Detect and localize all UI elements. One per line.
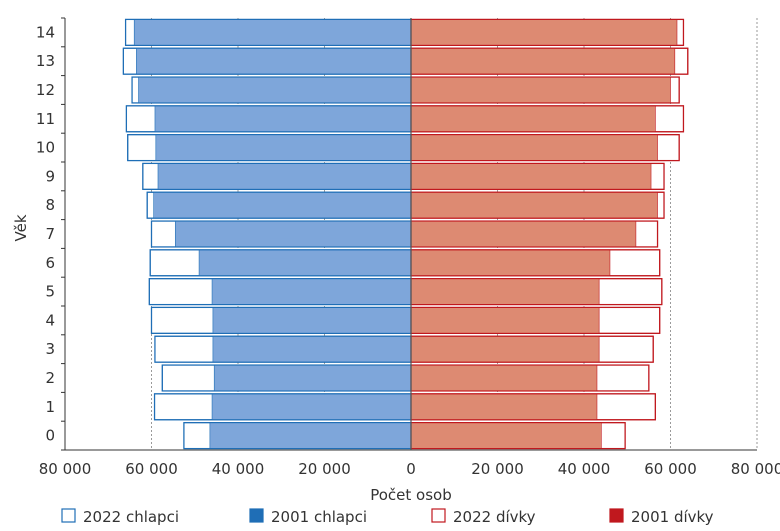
bar-2001-dívky-age-10 bbox=[410, 134, 658, 161]
x-tick-label: 60 000 bbox=[644, 460, 697, 478]
y-tick-label: 6 bbox=[45, 254, 55, 272]
x-tick-label: 20 000 bbox=[298, 460, 351, 478]
bar-2001-dívky-age-13 bbox=[410, 47, 676, 75]
bar-2001-dívky-age-9 bbox=[410, 163, 652, 190]
bar-2001-dívky-age-14 bbox=[410, 19, 678, 46]
bar-2001-dívky-age-3 bbox=[410, 335, 600, 363]
bar-2001-dívky-age-2 bbox=[410, 364, 598, 392]
y-tick-label: 11 bbox=[36, 110, 55, 128]
y-tick-label: 12 bbox=[36, 81, 55, 99]
y-tick-label: 4 bbox=[45, 311, 55, 329]
x-tick-label: 80 000 bbox=[39, 460, 92, 478]
x-axis-title: Počet osob bbox=[370, 486, 452, 504]
bar-2001-chlapci-age-2 bbox=[213, 364, 412, 392]
legend: 2022 chlapci 2001 chlapci 2022 dívky 2001 d… bbox=[61, 508, 714, 526]
bar-2001-chlapci-age-7 bbox=[174, 220, 412, 248]
legend-label: 2022 chlapci bbox=[83, 508, 179, 526]
legend-swatch bbox=[431, 508, 446, 523]
bar-2001-chlapci-age-3 bbox=[212, 335, 412, 363]
y-tick-label: 10 bbox=[36, 139, 55, 157]
legend-swatch bbox=[609, 508, 624, 523]
bar-2001-chlapci-age-0 bbox=[209, 422, 412, 449]
legend-swatch bbox=[61, 508, 76, 523]
bars bbox=[122, 18, 689, 450]
y-tick-label: 7 bbox=[45, 225, 55, 243]
x-tick-label: 20 000 bbox=[471, 460, 524, 478]
x-tick-label: 0 bbox=[406, 460, 416, 478]
bar-2001-dívky-age-8 bbox=[410, 191, 658, 219]
y-tick-label: 2 bbox=[45, 369, 55, 387]
y-tick-label: 1 bbox=[45, 398, 55, 416]
legend-label: 2022 dívky bbox=[453, 508, 536, 526]
y-tick-label: 0 bbox=[45, 427, 55, 445]
legend-label: 2001 chlapci bbox=[271, 508, 367, 526]
y-tick-label: 13 bbox=[36, 52, 55, 70]
y-axis-title: Věk bbox=[12, 214, 30, 241]
bar-2001-chlapci-age-13 bbox=[136, 47, 412, 75]
bar-2001-chlapci-age-11 bbox=[154, 105, 412, 133]
bar-2001-chlapci-age-6 bbox=[198, 249, 412, 277]
bar-2001-dívky-age-6 bbox=[410, 249, 611, 277]
bar-2001-chlapci-age-9 bbox=[157, 163, 412, 190]
x-tick-label: 40 000 bbox=[558, 460, 611, 478]
bar-2001-chlapci-age-4 bbox=[212, 307, 412, 334]
bar-2001-chlapci-age-14 bbox=[133, 19, 412, 46]
x-tick-label: 60 000 bbox=[125, 460, 178, 478]
bar-2001-chlapci-age-10 bbox=[155, 134, 412, 161]
legend-label: 2001 dívky bbox=[631, 508, 714, 526]
y-tick-label: 8 bbox=[45, 196, 55, 214]
bar-2001-dívky-age-0 bbox=[410, 422, 602, 449]
x-axis-tick-labels: 80 000 60 000 40 000 20 000 0 20 000 40 000 60 … bbox=[39, 460, 780, 478]
bar-2001-chlapci-age-8 bbox=[153, 191, 412, 219]
y-tick-label: 14 bbox=[36, 23, 55, 41]
axes bbox=[61, 17, 757, 451]
bar-2001-dívky-age-11 bbox=[410, 105, 656, 133]
bar-2001-chlapci-age-5 bbox=[211, 278, 412, 305]
y-tick-label: 3 bbox=[45, 340, 55, 358]
bar-2001-dívky-age-12 bbox=[410, 76, 671, 104]
y-tick-label: 5 bbox=[45, 283, 55, 301]
bar-2001-dívky-age-5 bbox=[410, 278, 600, 305]
x-tick-label: 80 000 bbox=[731, 460, 780, 478]
bar-2001-dívky-age-4 bbox=[410, 307, 600, 334]
bar-2001-chlapci-age-1 bbox=[211, 393, 412, 421]
x-tick-label: 40 000 bbox=[212, 460, 265, 478]
y-tick-label: 9 bbox=[45, 167, 55, 185]
bar-2001-dívky-age-1 bbox=[410, 393, 598, 421]
bar-2001-dívky-age-7 bbox=[410, 220, 637, 248]
bar-2001-chlapci-age-12 bbox=[138, 76, 412, 104]
legend-swatch bbox=[249, 508, 264, 523]
